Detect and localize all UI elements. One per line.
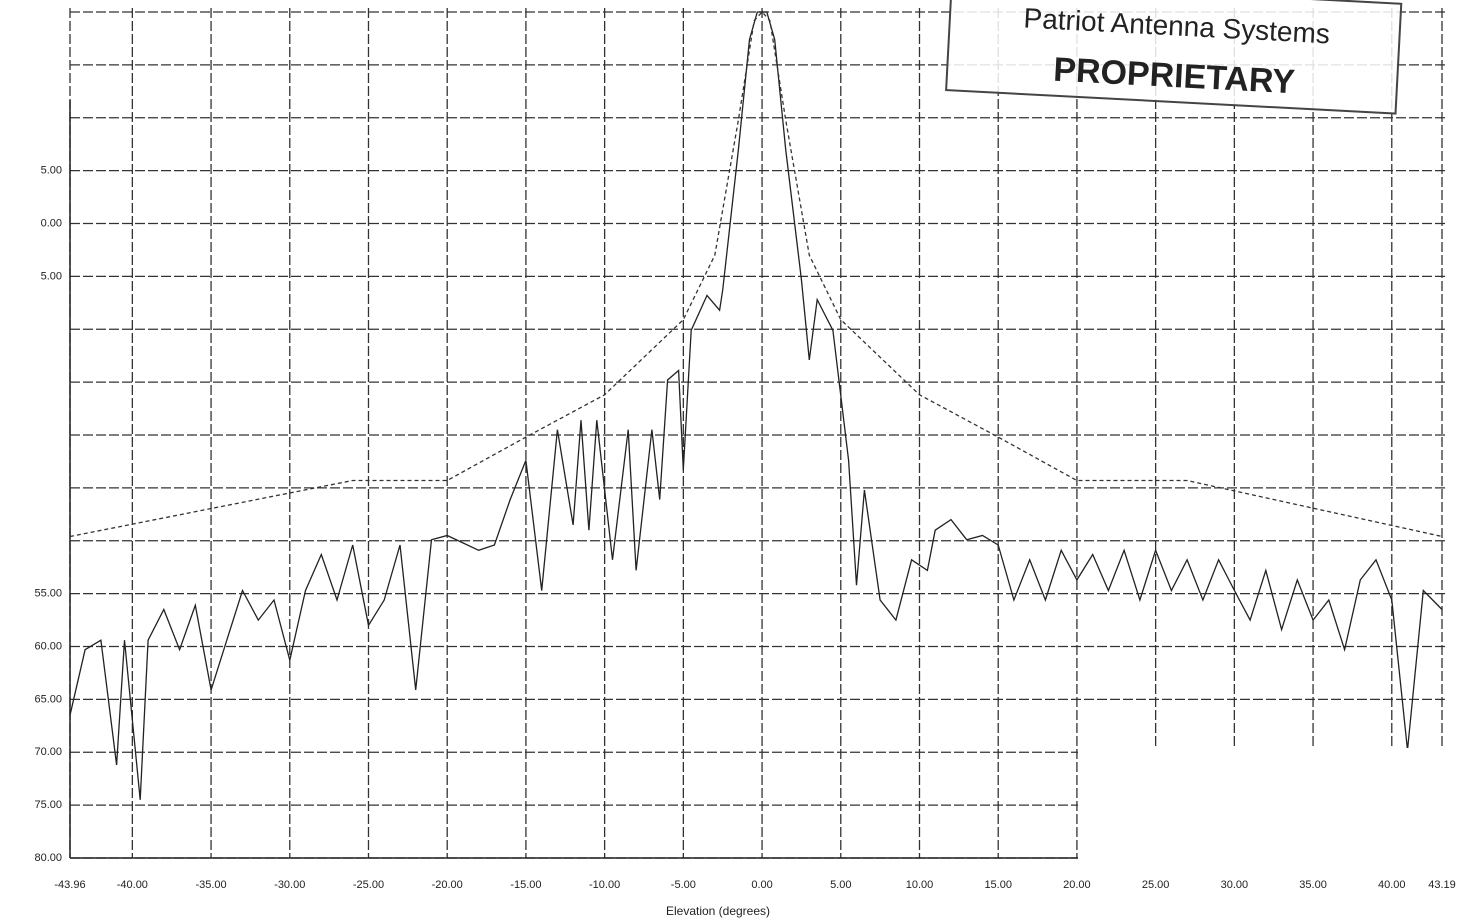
x-tick-label: -40.00 [117,879,148,891]
y-tick-label: 70.00 [34,746,62,758]
x-tick-label: -20.00 [432,879,463,891]
y-tick-label: 0.00 [41,217,62,229]
scan-blank [1078,748,1477,873]
x-tick-label: -15.00 [510,879,541,891]
x-tick-label: -5.00 [671,879,696,891]
x-tick-label: 43.19 [1428,879,1456,891]
x-tick-label: 10.00 [906,879,934,891]
x-tick-label: 20.00 [1063,879,1091,891]
y-tick-label: 75.00 [34,799,62,811]
x-tick-label: -35.00 [195,879,226,891]
envelope-line [69,11,1443,538]
y-tick-label: 5.00 [41,165,62,177]
x-tick-label: -43.96 [54,879,85,891]
y-tick-label: 60.00 [34,640,62,652]
stamp: Patriot Antenna Systems PROPRIETARY [945,0,1403,115]
x-tick-label: 15.00 [984,879,1012,891]
pattern-line [69,11,1443,800]
y-tick-label: 55.00 [34,588,62,600]
x-tick-label: 30.00 [1221,879,1249,891]
stamp-box [945,0,1403,115]
y-tick-label: 80.00 [34,852,62,864]
x-tick-label: 35.00 [1299,879,1327,891]
x-tick-label: 40.00 [1378,879,1406,891]
x-tick-label: 5.00 [830,879,851,891]
y-tick-label: 5.00 [41,270,62,282]
x-tick-label: 25.00 [1142,879,1170,891]
x-tick-label: 0.00 [751,879,772,891]
x-axis-label: Elevation (degrees) [666,904,770,918]
x-tick-label: -10.00 [589,879,620,891]
x-tick-label: -30.00 [274,879,305,891]
x-tick-label: -25.00 [353,879,384,891]
y-tick-label: 65.00 [34,693,62,705]
